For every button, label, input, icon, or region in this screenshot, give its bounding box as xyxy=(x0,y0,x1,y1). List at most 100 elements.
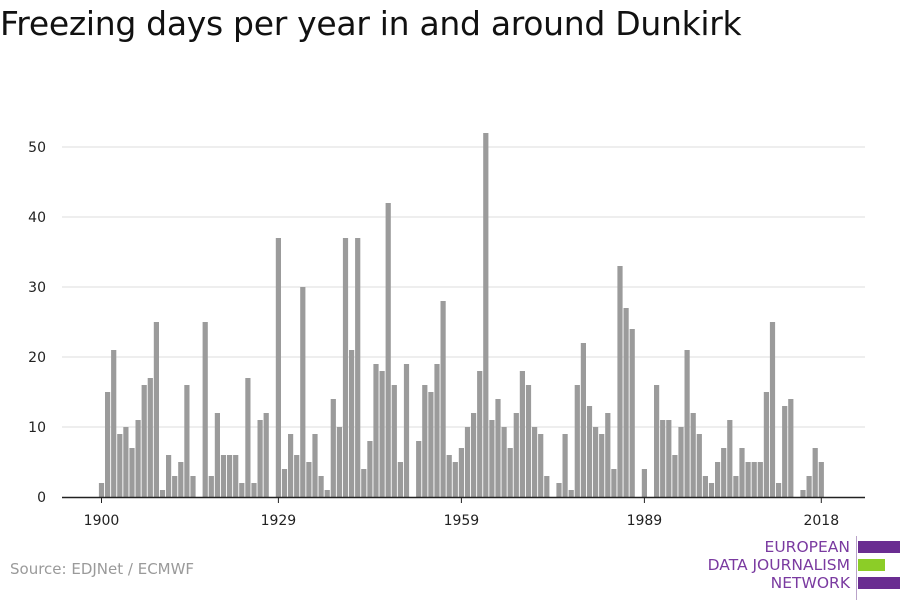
bar xyxy=(769,322,776,497)
logo-line-1: EUROPEAN xyxy=(764,538,850,556)
bar xyxy=(422,385,428,497)
bar xyxy=(708,483,715,497)
bar xyxy=(373,364,379,497)
bar xyxy=(452,462,458,497)
y-tick-label: 50 xyxy=(28,140,46,156)
bar xyxy=(715,462,721,497)
bar xyxy=(233,455,239,497)
logo-line-2: DATA JOURNALISM xyxy=(707,556,850,574)
y-tick-label: 20 xyxy=(28,350,46,366)
bar xyxy=(544,476,550,497)
bar xyxy=(330,399,336,497)
y-tick-label: 10 xyxy=(28,420,46,436)
x-tick-label: 1929 xyxy=(261,513,297,529)
bar xyxy=(403,364,410,497)
bar xyxy=(318,476,324,497)
x-tick-label: 1989 xyxy=(627,513,663,529)
bar xyxy=(477,371,483,497)
x-tick-label: 1959 xyxy=(444,513,480,529)
bar xyxy=(251,483,257,497)
bar xyxy=(178,462,184,497)
bar xyxy=(117,434,123,497)
bar xyxy=(495,399,501,497)
bar xyxy=(507,448,513,497)
bar xyxy=(129,448,135,497)
bar xyxy=(690,413,696,497)
bar xyxy=(306,462,312,497)
bar xyxy=(672,455,678,497)
y-tick-label: 40 xyxy=(28,210,46,226)
logo-green-bar xyxy=(858,559,885,571)
y-tick-label: 30 xyxy=(28,280,46,296)
bar xyxy=(275,238,281,497)
bar xyxy=(599,434,605,497)
edjnet-logo: EUROPEAN DATA JOURNALISM NETWORK xyxy=(700,536,900,600)
logo-line-3: NETWORK xyxy=(770,574,850,592)
bar xyxy=(300,287,306,497)
bar xyxy=(105,392,111,497)
bar xyxy=(440,301,446,497)
bar xyxy=(166,455,172,497)
bar xyxy=(629,329,635,497)
bar xyxy=(611,469,617,497)
bar xyxy=(367,441,373,497)
bar xyxy=(623,308,629,497)
bar xyxy=(654,385,660,497)
bar xyxy=(574,385,580,497)
bar xyxy=(757,462,763,497)
x-axis-ticks: 1900 1929 1959 1989 2018 xyxy=(84,497,839,529)
bar xyxy=(593,427,599,497)
bar xyxy=(458,448,464,497)
bar xyxy=(532,427,538,497)
bar xyxy=(806,476,812,497)
bar xyxy=(227,455,233,497)
y-tick-label: 0 xyxy=(37,490,46,506)
bar xyxy=(342,238,349,497)
bar xyxy=(446,455,452,497)
bar xyxy=(568,490,574,497)
logo-purple-bar-2 xyxy=(858,577,900,589)
bar xyxy=(666,420,672,497)
gridlines xyxy=(62,146,865,428)
bar xyxy=(605,413,611,497)
bar xyxy=(257,420,263,497)
bar xyxy=(745,462,751,497)
bar xyxy=(696,434,702,497)
bar xyxy=(519,371,525,497)
bar xyxy=(239,483,245,497)
bar xyxy=(98,483,105,497)
bar xyxy=(586,406,593,497)
bar xyxy=(580,343,586,497)
y-axis-ticks: 0 10 20 30 40 50 xyxy=(28,140,46,506)
bar xyxy=(800,490,806,497)
bar xyxy=(220,455,227,497)
bar xyxy=(336,427,342,497)
bar xyxy=(281,469,288,497)
bar xyxy=(397,462,403,497)
bar xyxy=(153,322,159,497)
bar xyxy=(391,385,397,497)
logo-purple-bar xyxy=(858,541,900,553)
bar xyxy=(501,427,507,497)
bar xyxy=(208,476,214,497)
bar xyxy=(660,420,666,497)
bar xyxy=(159,490,166,497)
bars xyxy=(98,133,824,497)
bar xyxy=(312,434,318,497)
bar xyxy=(263,413,269,497)
bar xyxy=(562,434,568,497)
bar xyxy=(721,448,727,497)
bar xyxy=(751,462,757,497)
bar xyxy=(812,448,818,497)
bar xyxy=(538,434,544,497)
bar xyxy=(818,462,824,497)
bar xyxy=(288,434,294,497)
bar xyxy=(349,350,355,497)
bar xyxy=(184,385,190,497)
bar xyxy=(434,364,440,497)
bar xyxy=(763,392,769,497)
bar xyxy=(428,392,434,497)
bar xyxy=(294,455,300,497)
bar xyxy=(776,483,782,497)
bar xyxy=(361,469,367,497)
